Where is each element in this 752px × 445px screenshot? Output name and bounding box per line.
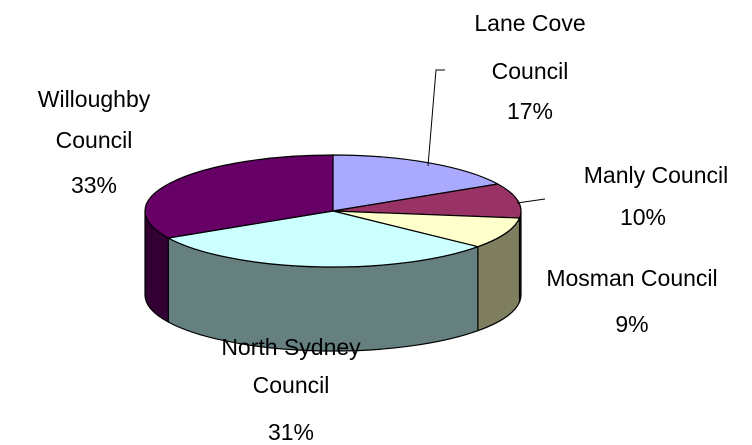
slice-percent-2: 9% <box>615 311 648 337</box>
slice-label-3-line-1: Council <box>253 372 330 398</box>
pie-sides <box>144 210 522 352</box>
slice-percent-1: 10% <box>620 204 666 230</box>
slice-label-4-line-1: Council <box>56 127 133 153</box>
slice-label-0-line-1: Council <box>492 58 569 84</box>
slice-label-3-line-0: North Sydney <box>221 334 361 360</box>
leader-lines <box>427 69 546 204</box>
slice-percent-3: 31% <box>268 419 314 445</box>
pie-tops <box>144 154 522 268</box>
slice-labels: Lane Cove Council 17% Manly Council 10% Mosma… <box>38 10 728 445</box>
pie-slice-3 <box>166 210 480 268</box>
slice-label-0-line-0: Lane Cove <box>474 10 585 36</box>
slice-label-2-line-0: Mosman Council <box>546 265 717 291</box>
pie-slice-1 <box>332 183 522 219</box>
pie-slice-4 <box>144 154 334 239</box>
slice-label-4-line-0: Willoughby <box>38 86 151 112</box>
slice-label-1-line-0: Manly Council <box>584 162 728 188</box>
pie-slice-2 <box>332 210 521 248</box>
slice-percent-0: 17% <box>507 98 553 124</box>
leader-line-1 <box>516 198 546 204</box>
slice-percent-4: 33% <box>71 172 117 198</box>
leader-line-0 <box>427 69 445 167</box>
